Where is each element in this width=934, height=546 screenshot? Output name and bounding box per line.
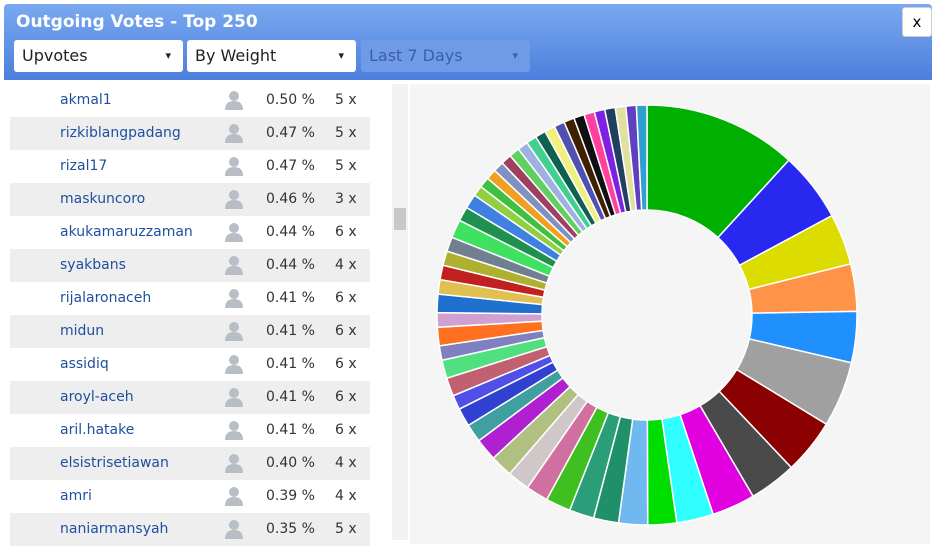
vote-percent: 0.40 % xyxy=(266,455,315,471)
voter-name: naniarmansyah xyxy=(60,521,169,537)
user-icon xyxy=(225,223,243,242)
voter-name: elsistrisetiawan xyxy=(60,455,169,471)
voter-name: midun xyxy=(60,323,105,339)
table-row: akukamaruzzaman 0.44 % 6 x xyxy=(10,216,370,249)
voter-name: maskuncoro xyxy=(60,191,146,207)
table-row: akmal1 0.50 % 5 x xyxy=(10,84,370,117)
table-row: rizal17 0.47 % 5 x xyxy=(10,150,370,183)
voter-name: rizkiblangpadang xyxy=(60,125,181,141)
voter-table: akmal1 0.50 % 5 x rizkiblangpadang 0.47 % 5 x… xyxy=(10,84,370,546)
user-icon xyxy=(225,487,243,506)
user-icon xyxy=(225,322,243,341)
voter-name: rizal17 xyxy=(60,158,108,174)
table-row: rizkiblangpadang 0.47 % 5 x xyxy=(10,117,370,150)
vote-percent: 0.44 % xyxy=(266,257,315,273)
table-row: assidiq 0.41 % 6 x xyxy=(10,348,370,381)
vote-count: 4 x xyxy=(335,455,357,471)
voter-name: assidiq xyxy=(60,356,109,372)
vote-count: 6 x xyxy=(335,224,357,240)
user-icon xyxy=(225,91,243,110)
vote-percent: 0.46 % xyxy=(266,191,315,207)
close-button[interactable]: x xyxy=(902,7,932,37)
user-icon xyxy=(225,289,243,308)
vote-percent: 0.47 % xyxy=(266,158,315,174)
period-select[interactable]: Last 7 Days xyxy=(361,40,530,72)
vote-percent: 0.47 % xyxy=(266,125,315,141)
table-row: naniarmansyah 0.35 % 5 x xyxy=(10,513,370,546)
vote-count: 5 x xyxy=(335,125,357,141)
vote-percent: 0.35 % xyxy=(266,521,315,537)
voter-name: aroyl-aceh xyxy=(60,389,134,405)
table-row: aril.hatake 0.41 % 6 x xyxy=(10,414,370,447)
table-row: aroyl-aceh 0.41 % 6 x xyxy=(10,381,370,414)
voter-name: akmal1 xyxy=(60,92,112,108)
vote-percent: 0.41 % xyxy=(266,356,315,372)
title: Outgoing Votes - Top 250 xyxy=(16,12,258,32)
table-row: rijalaronaceh 0.41 % 6 x xyxy=(10,282,370,315)
vote-count: 4 x xyxy=(335,488,357,504)
vote-count: 5 x xyxy=(335,158,357,174)
voter-name: aril.hatake xyxy=(60,422,135,438)
user-icon xyxy=(225,454,243,473)
vote-percent: 0.41 % xyxy=(266,389,315,405)
table-row: maskuncoro 0.46 % 3 x xyxy=(10,183,370,216)
table-row: amri 0.39 % 4 x xyxy=(10,480,370,513)
user-icon xyxy=(225,256,243,275)
vote-count: 4 x xyxy=(335,257,357,273)
donut-slice xyxy=(635,104,648,211)
user-icon xyxy=(225,388,243,407)
user-icon xyxy=(225,421,243,440)
vote-percent: 0.41 % xyxy=(266,422,315,438)
vote-percent: 0.50 % xyxy=(266,92,315,108)
scrollbar[interactable] xyxy=(392,84,408,540)
voter-name: akukamaruzzaman xyxy=(60,224,193,240)
user-icon xyxy=(225,157,243,176)
user-icon xyxy=(225,355,243,374)
voter-name: rijalaronaceh xyxy=(60,290,152,306)
vote-count: 5 x xyxy=(335,92,357,108)
vote-type-select[interactable]: Upvotes xyxy=(14,40,183,72)
voter-name: syakbans xyxy=(60,257,126,273)
user-icon xyxy=(225,124,243,143)
vote-percent: 0.41 % xyxy=(266,323,315,339)
vote-count: 6 x xyxy=(335,389,357,405)
voter-name: amri xyxy=(60,488,92,504)
donut-chart xyxy=(410,84,930,544)
vote-count: 6 x xyxy=(335,290,357,306)
vote-count: 6 x xyxy=(335,323,357,339)
table-row: syakbans 0.44 % 4 x xyxy=(10,249,370,282)
vote-count: 5 x xyxy=(335,521,357,537)
vote-percent: 0.44 % xyxy=(266,224,315,240)
sort-select[interactable]: By Weight xyxy=(187,40,356,72)
vote-percent: 0.39 % xyxy=(266,488,315,504)
vote-percent: 0.41 % xyxy=(266,290,315,306)
user-icon xyxy=(225,190,243,209)
table-row: midun 0.41 % 6 x xyxy=(10,315,370,348)
vote-count: 6 x xyxy=(335,422,357,438)
vote-count: 6 x xyxy=(335,356,357,372)
vote-count: 3 x xyxy=(335,191,357,207)
user-icon xyxy=(225,520,243,539)
header: Outgoing Votes - Top 250 x Upvotes By We… xyxy=(4,4,932,80)
table-row: elsistrisetiawan 0.40 % 4 x xyxy=(10,447,370,480)
